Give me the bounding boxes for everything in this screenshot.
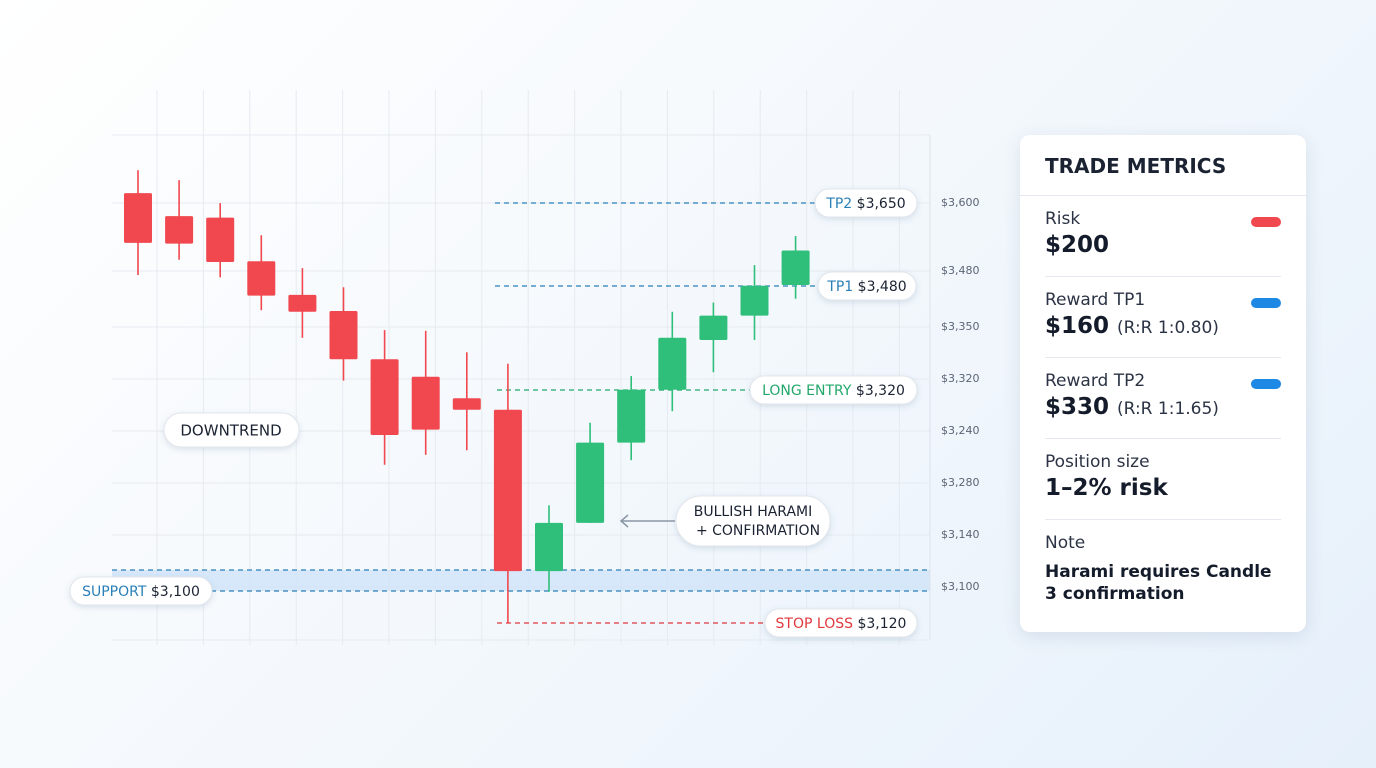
metric-label: Reward TP1 — [1045, 290, 1146, 310]
candle-body — [452, 398, 481, 410]
level-price: $3,100 — [151, 584, 200, 600]
metric-detail: (R:R 1:1.65) — [1117, 399, 1219, 419]
y-axis-label: $3,100 — [941, 580, 980, 593]
y-axis-label: $3,280 — [941, 476, 980, 489]
level-label-box — [764, 608, 918, 638]
metric-value-row: 1–2% risk — [1045, 475, 1281, 501]
candle-body — [206, 217, 235, 263]
level-price: $3,320 — [856, 383, 905, 399]
level-name: TP1 — [826, 279, 853, 295]
metric-item: Reward TP1 $160 (R:R 1:0.80) — [1045, 277, 1281, 358]
metric-value-row: $160 (R:R 1:0.80) — [1045, 313, 1281, 339]
metric-item: Reward TP2 $330 (R:R 1:1.65) — [1045, 358, 1281, 439]
metric-value-row: $330 (R:R 1:1.65) — [1045, 394, 1281, 420]
y-axis-label: $3,320 — [941, 372, 980, 385]
level-label: TP1 $3,480 — [826, 279, 906, 295]
support-band — [112, 570, 930, 591]
metric-detail: (R:R 1:0.80) — [1117, 318, 1219, 338]
annotation: BULLISH HARAMI — [694, 504, 813, 520]
candle-body — [740, 285, 769, 316]
metric-value: $330 — [1045, 394, 1110, 420]
metric-item: Note Harami requires Candle 3 confirmatio… — [1045, 520, 1281, 604]
candle-body — [576, 442, 605, 523]
metric-label: Position size — [1045, 452, 1150, 472]
level-price: $3,120 — [857, 616, 906, 632]
annotation-box — [163, 412, 300, 448]
candle-body — [535, 522, 563, 572]
metric-value: $200 — [1045, 232, 1110, 258]
annotation: DOWNTREND — [180, 422, 281, 440]
candle-body — [165, 216, 194, 244]
level-name: TP2 — [825, 196, 852, 212]
metric-item: Risk $200 — [1045, 196, 1281, 277]
level-label: SUPPORT $3,100 — [82, 584, 200, 600]
level-label: STOP LOSS $3,120 — [776, 616, 907, 632]
level-label-box — [814, 188, 918, 218]
metric-label: Reward TP2 — [1045, 371, 1146, 391]
metrics-panel: TRADE METRICS Risk $200 Reward TP1 $160 (R:… — [1020, 135, 1306, 632]
candle-body — [781, 250, 810, 285]
level-name: LONG ENTRY — [762, 383, 852, 399]
metric-pill — [1251, 379, 1281, 389]
metric-value: Harami requires Candle 3 confirmation — [1045, 562, 1272, 604]
candle-body — [617, 389, 646, 443]
level-label-box — [749, 375, 918, 405]
candle-body — [493, 409, 522, 572]
y-axis-label: $3,140 — [941, 528, 980, 541]
metric-label: Risk — [1045, 209, 1081, 229]
level-price: $3,650 — [857, 196, 906, 212]
candle-body — [699, 315, 728, 341]
annotation: + CONFIRMATION — [696, 523, 820, 539]
metric-value-row: $200 — [1045, 232, 1281, 258]
level-label-box — [69, 576, 213, 606]
candle-body — [370, 359, 399, 435]
metrics-list: Risk $200 Reward TP1 $160 (R:R 1:0.80) Rewar… — [1020, 196, 1306, 604]
annotation-arrow — [619, 514, 675, 528]
metric-pill — [1251, 217, 1281, 227]
panel-title: TRADE METRICS — [1020, 135, 1306, 196]
candle-body — [247, 261, 276, 296]
level-label-box — [817, 271, 917, 301]
annotation-box — [675, 495, 831, 547]
level-label: LONG ENTRY $3,320 — [762, 383, 905, 399]
level-price: $3,480 — [858, 279, 907, 295]
metric-value: 1–2% risk — [1045, 475, 1168, 501]
metric-value: $160 — [1045, 313, 1110, 339]
y-axis-label: $3,240 — [941, 424, 980, 437]
y-axis-label: $3,350 — [941, 320, 980, 333]
level-name: SUPPORT — [82, 584, 147, 600]
metric-label: Note — [1045, 533, 1086, 553]
level-name: STOP LOSS — [776, 616, 854, 632]
candle-body — [411, 376, 440, 430]
level-label: TP2 $3,650 — [825, 196, 905, 212]
candle-body — [329, 310, 358, 360]
metric-pill — [1251, 298, 1281, 308]
candle-body — [124, 193, 152, 243]
y-axis-label: $3,480 — [941, 264, 980, 277]
candle-body — [658, 337, 687, 390]
metric-item: Position size 1–2% risk — [1045, 439, 1281, 520]
candle-body — [288, 294, 317, 312]
y-axis-label: $3,600 — [941, 196, 980, 209]
